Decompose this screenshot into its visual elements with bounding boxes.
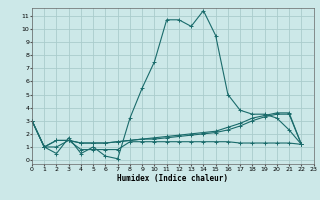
- X-axis label: Humidex (Indice chaleur): Humidex (Indice chaleur): [117, 174, 228, 183]
